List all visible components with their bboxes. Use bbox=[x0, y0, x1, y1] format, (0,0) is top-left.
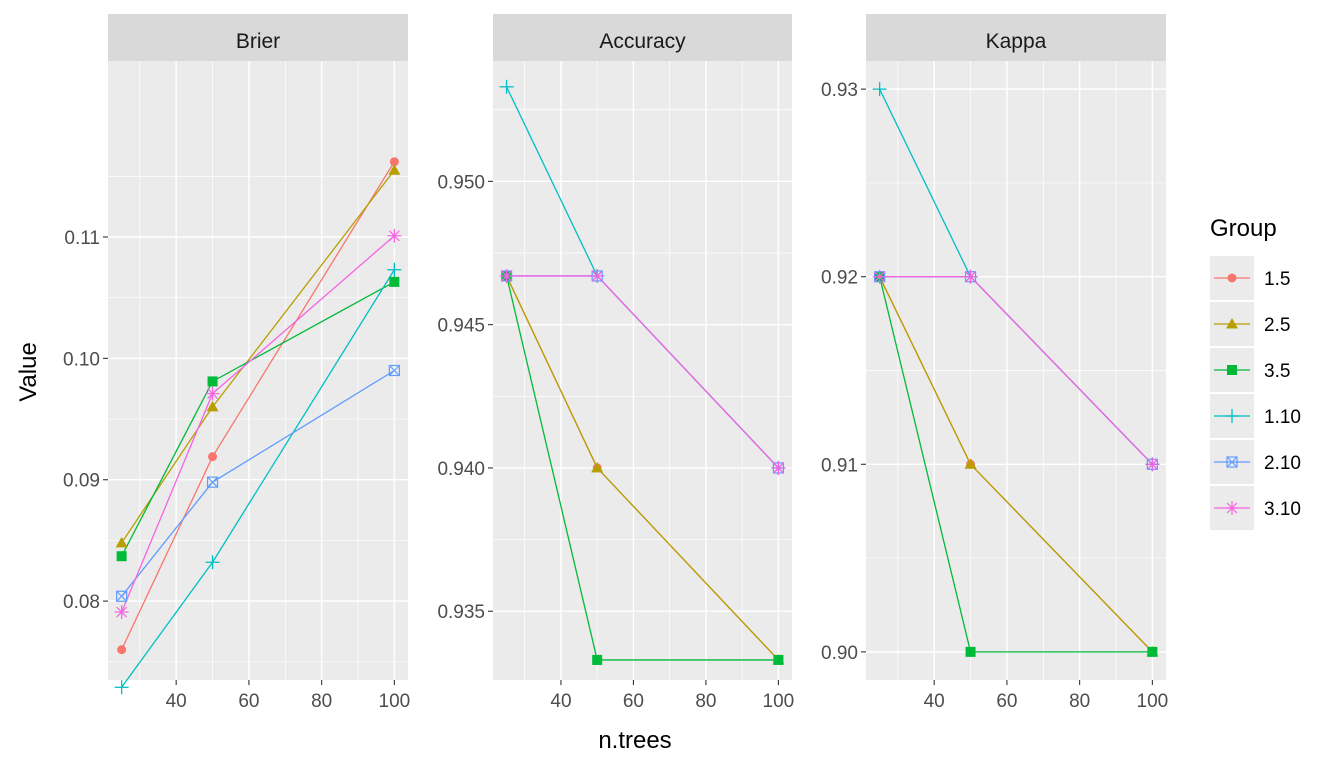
data-point-3.5 bbox=[389, 276, 400, 287]
panel-accuracy: Accuracy 40 60 80 100 0.935 0.940 0.945 0.950 bbox=[437, 14, 794, 712]
y-tick-label: 0.11 bbox=[64, 228, 100, 249]
y-tick-label: 0.945 bbox=[437, 316, 485, 337]
legend-label: 3.5 bbox=[1264, 361, 1290, 382]
y-tick-label: 0.93 bbox=[821, 80, 858, 101]
data-point-3.10 bbox=[872, 269, 887, 284]
data-point-3.10 bbox=[771, 460, 786, 475]
data-point-2.10 bbox=[116, 590, 128, 602]
legend-item-3.10: 3.10 bbox=[1210, 486, 1301, 530]
strip-background bbox=[493, 14, 792, 61]
panel-kappa: Kappa 40 60 80 100 0.90 0.91 0.92 0.93 bbox=[821, 14, 1168, 712]
data-point-2.10 bbox=[388, 364, 400, 377]
x-tick-label: 80 bbox=[695, 691, 716, 712]
strip-label: Brier bbox=[236, 30, 280, 53]
x-tick-label: 60 bbox=[996, 691, 1017, 712]
legend-item-1.10: 1.10 bbox=[1210, 394, 1301, 438]
x-axis-title: n.trees bbox=[598, 727, 671, 754]
x-tick-label: 60 bbox=[238, 691, 259, 712]
panel-background bbox=[493, 61, 792, 680]
x-tick-label: 80 bbox=[311, 691, 332, 712]
panel-brier: Brier 40 60 80 100 0.08 0.09 0.10 0.11 bbox=[63, 14, 410, 712]
data-point-1.10 bbox=[872, 82, 887, 97]
data-point-2.5 bbox=[206, 400, 219, 412]
legend-item-3.5: 3.5 bbox=[1210, 348, 1290, 392]
y-tick-label: 0.935 bbox=[437, 602, 485, 623]
data-point-3.10 bbox=[114, 605, 129, 620]
x-tick-label: 40 bbox=[550, 691, 571, 712]
y-tick-label: 0.10 bbox=[63, 349, 100, 370]
data-point-3.10 bbox=[499, 268, 514, 283]
panel-background bbox=[108, 61, 408, 680]
legend-label: 1.10 bbox=[1264, 407, 1301, 428]
x-tick-label: 100 bbox=[763, 691, 795, 712]
data-point-1.5 bbox=[117, 645, 127, 655]
y-tick-label: 0.950 bbox=[437, 172, 485, 193]
strip-background bbox=[108, 14, 408, 61]
data-point-3.10 bbox=[205, 386, 220, 401]
legend-title: Group bbox=[1210, 215, 1277, 242]
data-point-2.10 bbox=[206, 476, 219, 488]
data-point-1.10 bbox=[387, 262, 402, 277]
data-point-legend-1.10 bbox=[1225, 409, 1239, 423]
data-point-legend-2.5 bbox=[1226, 318, 1238, 329]
strip-label: Accuracy bbox=[599, 30, 686, 53]
legend-label: 2.5 bbox=[1264, 315, 1290, 336]
x-tick-label: 40 bbox=[924, 691, 945, 712]
data-point-3.5 bbox=[965, 646, 976, 657]
y-tick-label: 0.91 bbox=[821, 455, 858, 476]
data-point-legend-1.5 bbox=[1227, 273, 1237, 283]
data-point-legend-2.10 bbox=[1226, 456, 1238, 468]
legend-item-1.5: 1.5 bbox=[1210, 256, 1290, 300]
legend-label: 1.5 bbox=[1264, 269, 1290, 290]
data-point-3.5 bbox=[773, 654, 784, 665]
x-tick-label: 60 bbox=[623, 691, 644, 712]
x-tick-label: 40 bbox=[166, 691, 187, 712]
strip-background bbox=[866, 14, 1166, 61]
data-point-3.5 bbox=[592, 654, 603, 665]
data-point-2.5 bbox=[388, 164, 401, 175]
y-axis-title: Value bbox=[15, 342, 42, 402]
data-point-2.5 bbox=[591, 461, 604, 473]
legend-label: 3.10 bbox=[1264, 499, 1301, 520]
data-point-1.10 bbox=[114, 680, 129, 695]
data-point-2.5 bbox=[115, 536, 128, 548]
x-tick-label: 80 bbox=[1069, 691, 1090, 712]
data-point-3.10 bbox=[387, 228, 402, 243]
data-point-3.10 bbox=[963, 269, 978, 284]
y-tick-label: 0.08 bbox=[63, 592, 100, 613]
data-point-1.5 bbox=[208, 452, 218, 462]
data-point-3.10 bbox=[1145, 457, 1160, 472]
data-point-3.10 bbox=[590, 268, 605, 283]
strip-label: Kappa bbox=[986, 30, 1047, 53]
y-tick-label: 0.90 bbox=[821, 643, 858, 664]
panels-layer: Brier 40 60 80 100 0.08 0.09 0.10 0.11 Accuracy 40… bbox=[63, 14, 1168, 712]
x-tick-label: 100 bbox=[1137, 691, 1169, 712]
legend-label: 2.10 bbox=[1264, 453, 1301, 474]
data-point-1.10 bbox=[499, 79, 514, 94]
data-point-legend-3.5 bbox=[1227, 365, 1237, 375]
data-point-3.5 bbox=[116, 551, 127, 562]
legend: Group 1.5 2.5 3.5 1.10 2.10 3.10 bbox=[1210, 215, 1301, 530]
legend-item-2.5: 2.5 bbox=[1210, 302, 1290, 346]
data-point-1.10 bbox=[205, 555, 220, 570]
data-point-3.5 bbox=[1147, 646, 1158, 657]
data-point-legend-3.10 bbox=[1225, 501, 1239, 515]
data-point-3.5 bbox=[207, 376, 218, 387]
data-point-1.5 bbox=[389, 157, 399, 167]
y-tick-label: 0.09 bbox=[63, 471, 100, 492]
data-point-2.5 bbox=[964, 458, 977, 469]
x-tick-label: 100 bbox=[379, 691, 411, 712]
y-tick-label: 0.940 bbox=[437, 459, 485, 480]
y-tick-label: 0.92 bbox=[821, 268, 858, 289]
legend-item-2.10: 2.10 bbox=[1210, 440, 1301, 484]
